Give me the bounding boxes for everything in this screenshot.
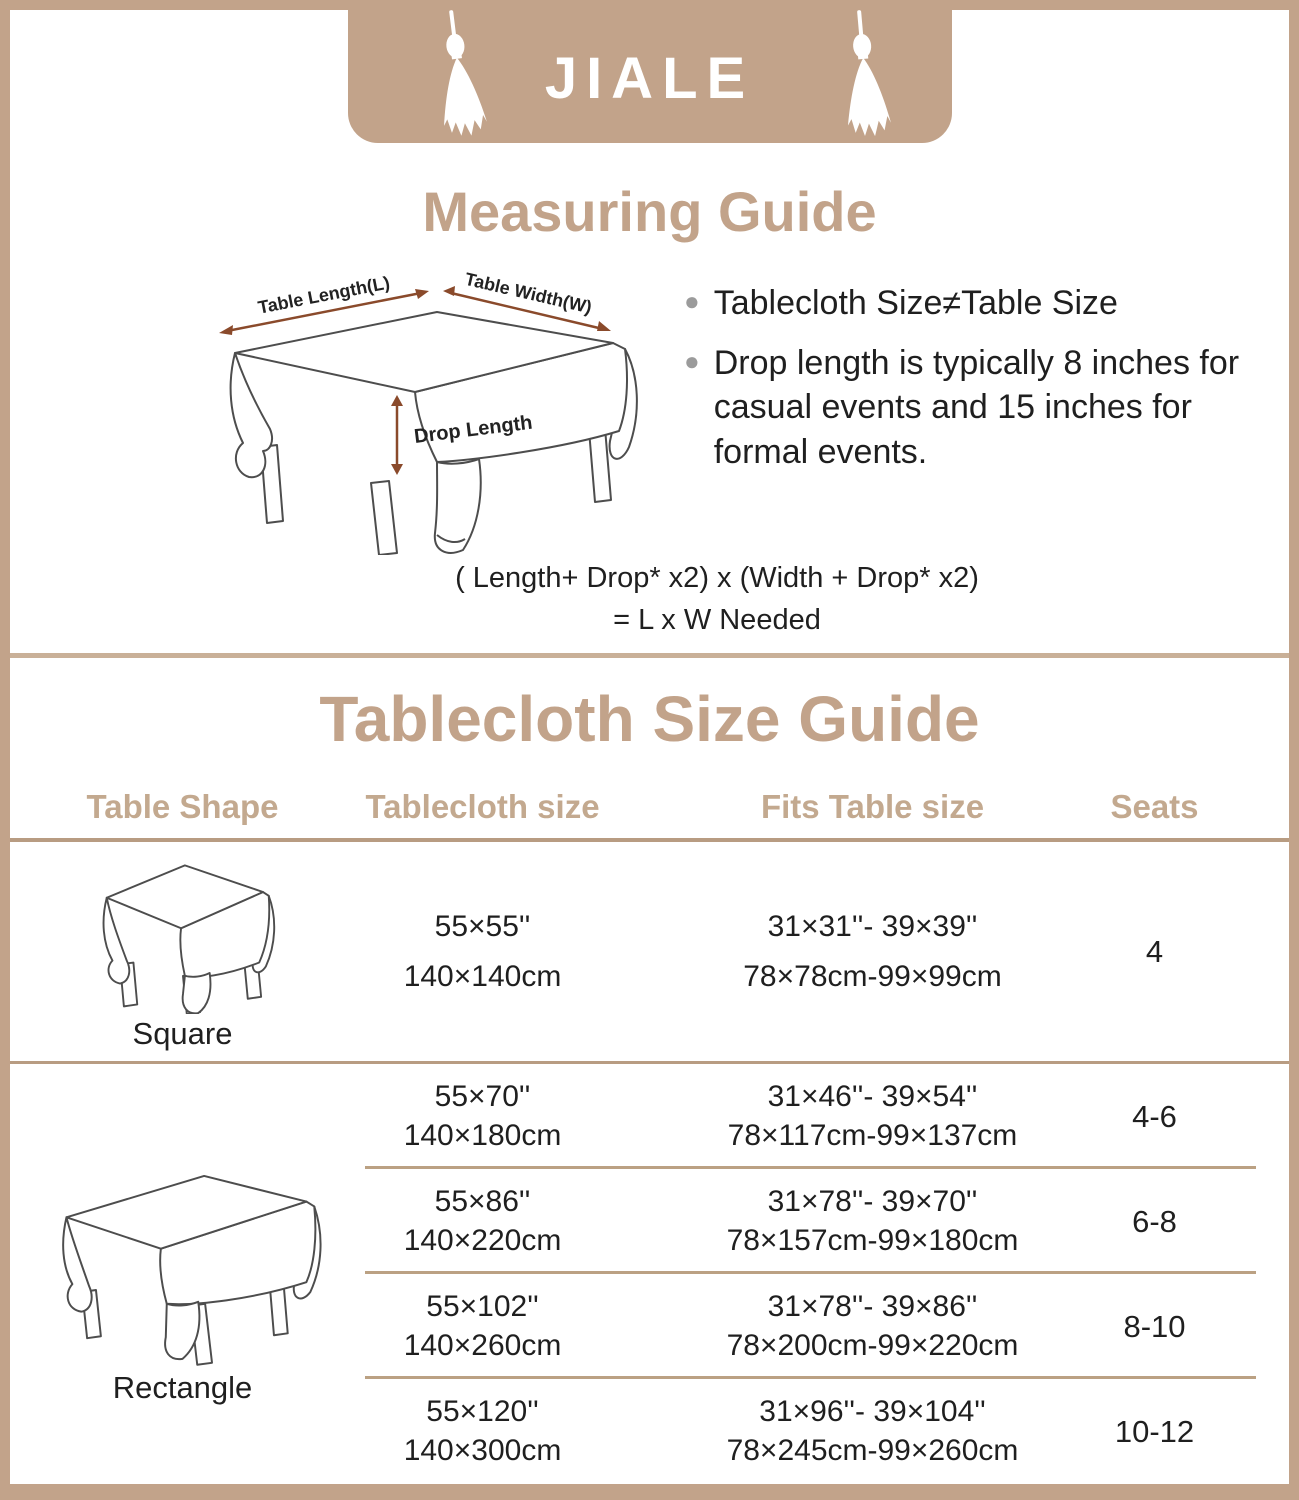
cell-tablecloth-size: 55×70'' 140×180cm [355, 1064, 655, 1169]
bullet-item: ● Drop length is typically 8 inches for … [684, 341, 1274, 474]
seats-value: 4 [1145, 933, 1164, 969]
size-cm: 140×220cm [403, 1224, 562, 1257]
bullet-text: Drop length is typically 8 inches for ca… [713, 344, 1240, 471]
cell-tablecloth-size: 55×102'' 140×260cm [355, 1274, 655, 1379]
cell-fits-table-size: 31×78''- 39×70'' 78×157cm-99×180cm [655, 1169, 1090, 1274]
shape-cell-rectangle: Rectangle [10, 1064, 355, 1484]
size-inches: 55×120'' [426, 1395, 539, 1428]
cell-fits-table-size: 31×96''- 39×104'' 78×245cm-99×260cm [655, 1379, 1090, 1484]
fits-inches: 31×46''- 39×54'' [767, 1080, 978, 1113]
size-inches: 55×86'' [434, 1185, 531, 1218]
fits-inches: 31×31''- 39×39'' [767, 909, 978, 943]
column-header-tablecloth-size: Tablecloth size [365, 788, 600, 825]
size-guide-header-row: Table Shape Tablecloth size Fits Table s… [10, 776, 1289, 842]
seats-value: 10-12 [1114, 1413, 1195, 1449]
shape-label-rectangle: Rectangle [112, 1370, 253, 1405]
seats-value: 8-10 [1123, 1308, 1186, 1344]
tassel-icon [443, 10, 487, 136]
size-inches: 55×102'' [426, 1290, 539, 1323]
table-row: 55×86'' 140×220cm 31×78''- 39×70'' 78×15… [355, 1169, 1289, 1274]
measuring-guide-content: Table Length(L) Table Width(W) Drop Leng… [10, 255, 1289, 557]
size-cm: 140×140cm [403, 959, 562, 993]
fits-inches: 31×78''- 39×70'' [767, 1185, 978, 1218]
column-header-fits-table-size: Fits Table size [760, 788, 985, 825]
cell-seats: 6-8 [1090, 1169, 1289, 1274]
cell-seats: 4-6 [1090, 1064, 1289, 1169]
cell-fits-table-size: 31×46''- 39×54'' 78×117cm-99×137cm [655, 1064, 1090, 1169]
size-cm: 140×260cm [403, 1329, 562, 1362]
size-cm: 140×300cm [403, 1434, 562, 1467]
column-header-table-shape: Table Shape [86, 788, 279, 825]
shape-label-square: Square [132, 1016, 233, 1051]
size-cm: 140×180cm [403, 1119, 562, 1152]
seats-value: 4-6 [1132, 1098, 1177, 1134]
formula-line-1: ( Length+ Drop* x2) x (Width + Drop* x2) [455, 562, 979, 594]
bullet-dot-icon: ● [684, 286, 700, 316]
cell-tablecloth-size: 55×120'' 140×300cm [355, 1379, 655, 1484]
table-row: 55×70'' 140×180cm 31×46''- 39×54'' 78×11… [355, 1064, 1289, 1169]
seats-value: 6-8 [1132, 1203, 1177, 1239]
table-row: 55×120'' 140×300cm 31×96''- 39×104'' 78×… [355, 1379, 1289, 1484]
brand-band: JIALE [347, 10, 952, 143]
rectangle-rows: 55×70'' 140×180cm 31×46''- 39×54'' 78×11… [355, 1064, 1289, 1484]
measuring-guide-title: Measuring Guide [422, 180, 877, 243]
rectangle-table-icon [62, 1174, 322, 1366]
rectangle-section: Rectangle 55×70'' 140×180cm 31×46''- 39×… [10, 1064, 1289, 1484]
cell-seats: 10-12 [1090, 1379, 1289, 1484]
bullet-list: ● Tablecloth Size≠Table Size ● Drop leng… [670, 255, 1274, 557]
tassel-icon [847, 10, 891, 137]
fits-cm: 78×245cm-99×260cm [726, 1434, 1019, 1467]
fits-cm: 78×117cm-99×137cm [727, 1119, 1018, 1152]
fits-cm: 78×200cm-99×220cm [726, 1329, 1019, 1362]
bullet-text: Tablecloth Size≠Table Size [713, 284, 1118, 322]
bullet-item: ● Tablecloth Size≠Table Size [684, 281, 1274, 325]
section-divider [10, 653, 1289, 658]
size-inches: 55×70'' [434, 1080, 531, 1113]
bullet-dot-icon: ● [684, 346, 700, 377]
size-guide-title: Tablecloth Size Guide [319, 683, 980, 755]
size-inches: 55×55'' [434, 909, 531, 943]
cell-seats: 4 [1090, 842, 1289, 1061]
cell-fits-table-size: 31×78''- 39×86'' 78×200cm-99×220cm [655, 1274, 1090, 1379]
cell-tablecloth-size: 55×86'' 140×220cm [355, 1169, 655, 1274]
brand-logo: JIALE [544, 46, 755, 111]
fits-inches: 31×78''- 39×86'' [767, 1290, 978, 1323]
square-table-icon [102, 864, 276, 1014]
fits-inches: 31×96''- 39×104'' [759, 1395, 986, 1428]
column-header-seats: Seats [1110, 788, 1199, 825]
table-row: Square 55×55'' 140×140cm 31×31''- 39×39'… [10, 842, 1289, 1064]
measuring-diagram: Table Length(L) Table Width(W) Drop Leng… [219, 269, 638, 555]
measuring-formula: ( Length+ Drop* x2) x (Width + Drop* x2)… [10, 557, 1289, 645]
cell-fits-table-size: 31×31''- 39×39'' 78×78cm-99×99cm [655, 842, 1090, 1061]
shape-cell-square: Square [10, 842, 355, 1061]
cell-seats: 8-10 [1090, 1274, 1289, 1379]
fits-cm: 78×78cm-99×99cm [743, 959, 1002, 993]
table-row: 55×102'' 140×260cm 31×78''- 39×86'' 78×2… [355, 1274, 1289, 1379]
fits-cm: 78×157cm-99×180cm [726, 1224, 1019, 1257]
cell-tablecloth-size: 55×55'' 140×140cm [355, 842, 655, 1061]
formula-line-2: = L x W Needed [613, 604, 821, 637]
